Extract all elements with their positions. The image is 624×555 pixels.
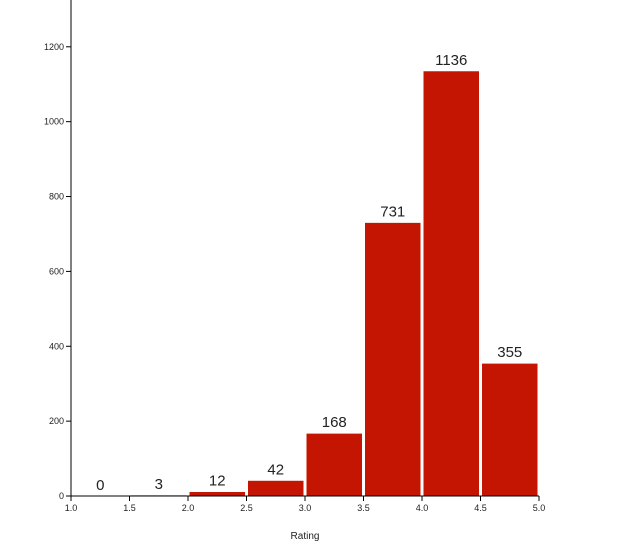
x-tick-label-8: 5.0 <box>533 503 546 513</box>
bar-label-1: 3 <box>155 476 163 493</box>
x-axis-title: Rating <box>291 531 320 542</box>
bar-label-5: 731 <box>380 203 405 220</box>
x-tick-label-5: 3.5 <box>357 503 370 513</box>
y-tick-label-0: 0 <box>59 491 64 501</box>
bar-6 <box>422 70 480 497</box>
x-tick-label-6: 4.0 <box>416 503 429 513</box>
x-tick-label-3: 2.5 <box>240 503 253 513</box>
bar-label-4: 168 <box>322 414 347 431</box>
plot-area: 0 3 12 42 168 731 1136 355 1.0 1.5 2.0 2.5 3.0 3.5 4.0… <box>44 0 545 513</box>
bar-label-2: 12 <box>209 473 226 490</box>
x-tick-label-0: 1.0 <box>65 503 78 513</box>
y-tick-label-3: 600 <box>49 266 64 276</box>
bar-7 <box>481 362 539 497</box>
x-tick-label-7: 4.5 <box>474 503 487 513</box>
y-tick-label-4: 800 <box>49 192 64 202</box>
x-tick-label-4: 3.0 <box>299 503 312 513</box>
x-tick-label-2: 2.0 <box>182 503 195 513</box>
y-tick-label-5: 1000 <box>44 117 64 127</box>
bar-2 <box>188 491 246 497</box>
bar-label-6: 1136 <box>435 52 467 69</box>
x-tick-label-1: 1.5 <box>123 503 136 513</box>
bar-label-3: 42 <box>267 461 284 478</box>
y-tick-label-6: 1200 <box>44 42 64 52</box>
bar-4 <box>305 432 363 497</box>
bar-label-7: 355 <box>497 344 522 361</box>
y-tick-label-2: 400 <box>49 341 64 351</box>
bar-3 <box>247 479 305 497</box>
bar-5 <box>364 221 422 497</box>
bar-label-0: 0 <box>96 477 104 494</box>
y-tick-label-1: 200 <box>49 416 64 426</box>
